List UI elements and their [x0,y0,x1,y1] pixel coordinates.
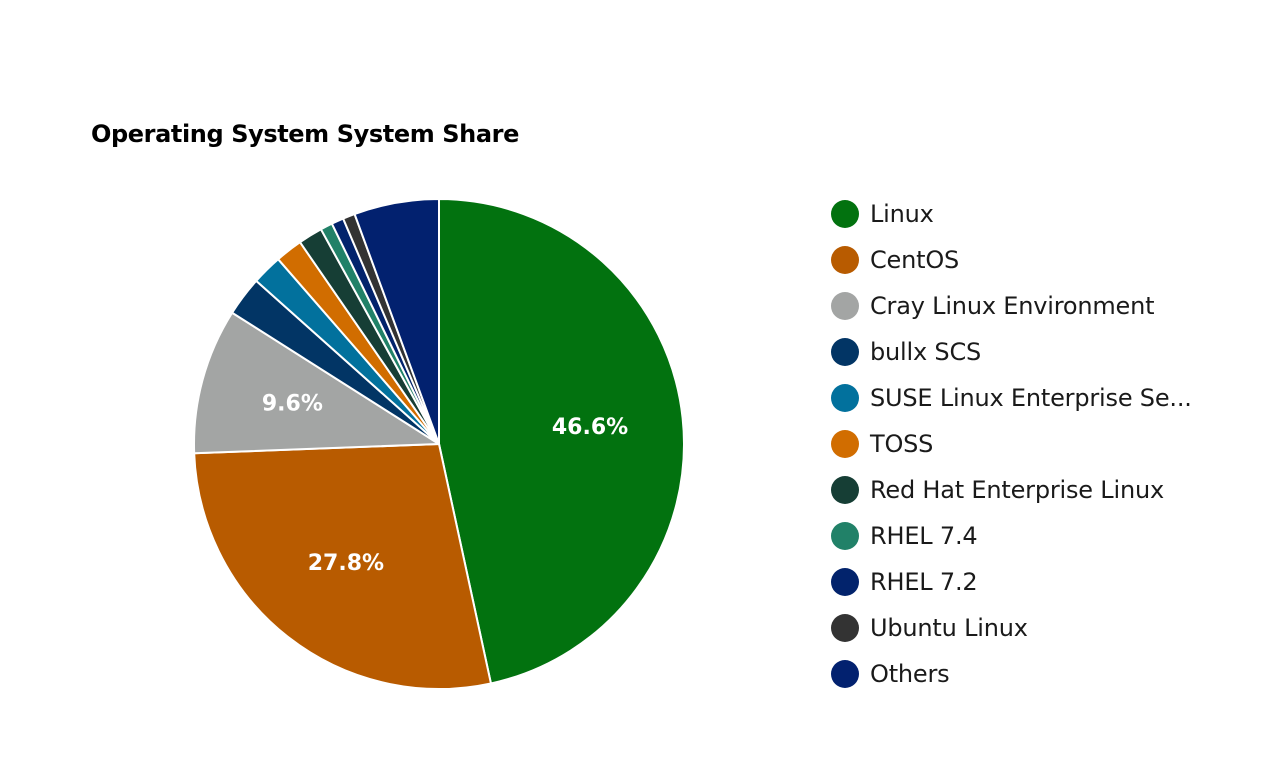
legend-item-rhel-7-2[interactable]: RHEL 7.2 [831,559,1192,605]
legend-label: Others [870,660,950,688]
legend-swatch-icon [831,338,859,366]
legend-swatch-icon [831,660,859,688]
legend-swatch-icon [831,614,859,642]
legend-item-linux[interactable]: Linux [831,191,1192,237]
pie-slice-centos[interactable] [193,443,492,690]
legend-swatch-icon [831,200,859,228]
data-label-linux: 46.6% [552,415,628,440]
chart-legend: Linux CentOS Cray Linux Environment bullx S… [831,191,1192,697]
legend-item-suse-linux-enterprise-se[interactable]: SUSE Linux Enterprise Se... [831,375,1192,421]
legend-swatch-icon [831,430,859,458]
legend-label: Cray Linux Environment [870,292,1155,320]
legend-label: RHEL 7.2 [870,568,978,596]
data-label-cray-linux-environment: 9.6% [262,391,323,416]
legend-item-cray-linux-environment[interactable]: Cray Linux Environment [831,283,1192,329]
legend-label: Ubuntu Linux [870,614,1028,642]
legend-item-toss[interactable]: TOSS [831,421,1192,467]
pie-slice-cray-linux-environment[interactable] [193,311,440,455]
pie-slice-linux[interactable] [438,198,685,685]
legend-label: Linux [870,200,934,228]
legend-label: TOSS [870,430,934,458]
legend-swatch-icon [831,522,859,550]
legend-swatch-icon [831,384,859,412]
pie-slice-others[interactable] [353,198,440,445]
legend-swatch-icon [831,568,859,596]
legend-item-centos[interactable]: CentOS [831,237,1192,283]
legend-label: SUSE Linux Enterprise Se... [870,384,1192,412]
legend-item-rhel-7-4[interactable]: RHEL 7.4 [831,513,1192,559]
legend-label: CentOS [870,246,960,274]
legend-item-ubuntu-linux[interactable]: Ubuntu Linux [831,605,1192,651]
legend-item-red-hat-enterprise-linux[interactable]: Red Hat Enterprise Linux [831,467,1192,513]
data-label-centos: 27.8% [308,551,384,576]
legend-item-others[interactable]: Others [831,651,1192,697]
legend-label: RHEL 7.4 [870,522,978,550]
legend-label: Red Hat Enterprise Linux [870,476,1164,504]
legend-swatch-icon [831,476,859,504]
chart-title: Operating System System Share [91,120,519,148]
legend-swatch-icon [831,246,859,274]
legend-item-bullx-scs[interactable]: bullx SCS [831,329,1192,375]
legend-swatch-icon [831,292,859,320]
legend-label: bullx SCS [870,338,982,366]
